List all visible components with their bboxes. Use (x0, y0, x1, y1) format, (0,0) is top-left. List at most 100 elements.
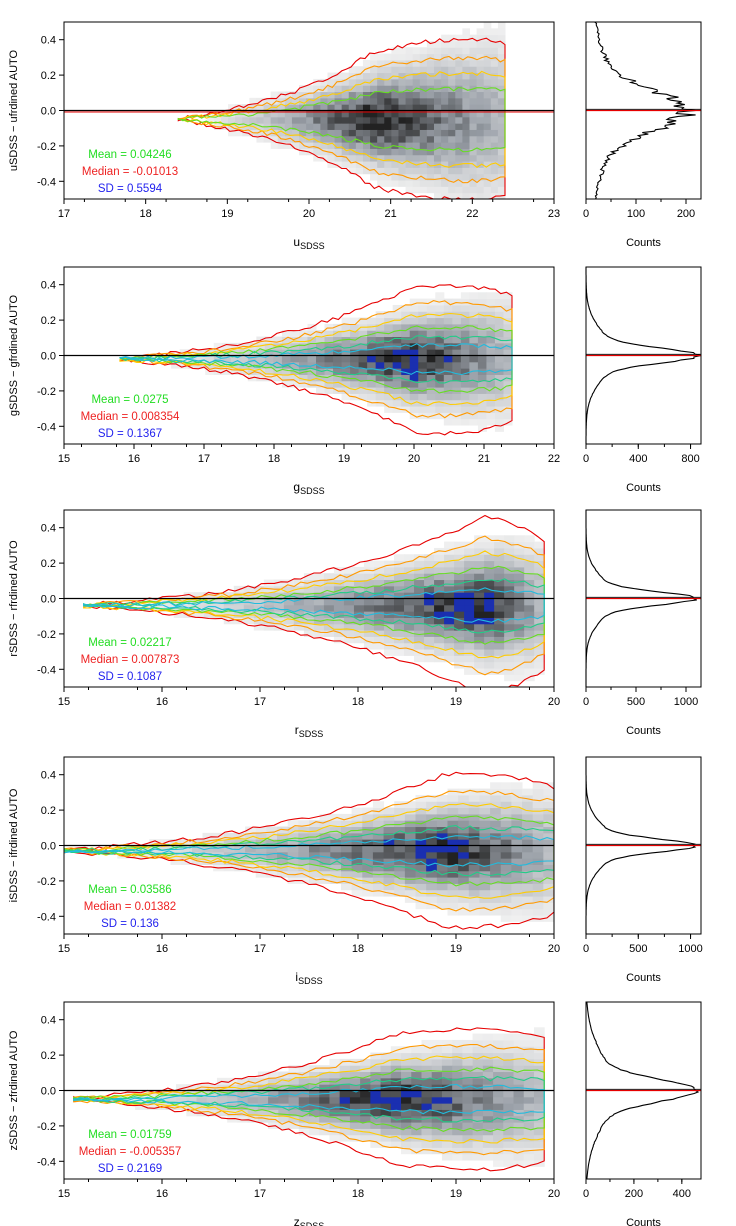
density-cell (138, 851, 150, 859)
density-cell (339, 1058, 351, 1066)
density-cell (380, 1128, 392, 1136)
density-cell (320, 110, 328, 118)
density-cell (474, 547, 485, 555)
density-cell (493, 1109, 504, 1117)
density-cell (493, 1115, 504, 1123)
density-cell (278, 1122, 290, 1129)
density-cell (339, 1065, 351, 1073)
density-cell (490, 845, 502, 853)
density-cell (462, 1071, 474, 1079)
density-cell (243, 604, 255, 612)
density-cell (462, 1084, 474, 1091)
density-cell (448, 53, 456, 61)
density-cell (532, 851, 544, 859)
density-cell (375, 380, 385, 388)
density-cell (514, 636, 525, 644)
density-cell (401, 1052, 412, 1060)
density-cell (323, 598, 335, 606)
density-cell (523, 1109, 535, 1117)
density-cell (327, 110, 336, 118)
density-cell (341, 317, 351, 325)
x-tick-label: 23 (548, 208, 560, 220)
density-cell (319, 826, 331, 834)
density-cell (534, 547, 545, 555)
density-cell (448, 66, 456, 74)
density-cell (377, 78, 385, 86)
density-cell (447, 908, 459, 916)
density-cell (434, 585, 445, 593)
density-cell (477, 330, 487, 338)
density-cell (441, 97, 449, 105)
density-cell (404, 883, 417, 891)
density-cell (266, 870, 278, 878)
density-cell (532, 820, 544, 828)
density-cell (441, 40, 449, 48)
density-cell (370, 1122, 382, 1129)
density-cell (469, 173, 478, 181)
density-cell (448, 104, 456, 111)
density-cell (441, 167, 449, 175)
density-cell (383, 585, 395, 593)
stat-sd: SD = 0.5594 (98, 183, 163, 195)
density-cell (414, 592, 425, 599)
density-cell (233, 592, 245, 599)
density-cell (469, 330, 479, 338)
density-cell (452, 1141, 463, 1148)
density-cell (333, 611, 345, 618)
density-cell (213, 839, 225, 846)
density-cell (482, 1046, 494, 1054)
density-cell (281, 330, 291, 338)
density-cell (497, 97, 506, 105)
density-cell (193, 611, 205, 618)
density-cell (524, 604, 535, 612)
density-cell (372, 883, 385, 891)
density-cell (426, 349, 436, 356)
density-cell (404, 820, 417, 828)
density-cell (424, 585, 435, 593)
density-cell (454, 579, 465, 587)
density-cell (532, 889, 544, 897)
density-cell (228, 129, 236, 137)
density-cell (341, 361, 351, 369)
density-cell (391, 59, 399, 67)
y-tick-label: 0.4 (41, 35, 56, 47)
density-cell (484, 554, 495, 562)
density-cell (411, 1052, 422, 1060)
density-cell (398, 110, 407, 118)
density-cell (284, 110, 293, 118)
density-cell (511, 889, 523, 897)
x-tick-label: 15 (58, 943, 70, 955)
density-cell (412, 173, 421, 181)
density-cell (298, 368, 308, 375)
density-cell (514, 668, 525, 675)
density-cell (468, 839, 480, 846)
density-cell (370, 148, 378, 156)
density-cell (256, 355, 266, 363)
density-cell (291, 129, 300, 137)
density-cell (462, 104, 470, 111)
density-cell (291, 142, 300, 149)
density-cell (482, 1115, 494, 1123)
density-cell (482, 1134, 494, 1142)
density-cell (313, 623, 325, 631)
density-cell (441, 1103, 453, 1110)
density-cell (452, 1058, 463, 1066)
density-cell (412, 110, 421, 118)
density-cell (415, 877, 427, 884)
density-cell (341, 380, 351, 388)
density-cell (455, 116, 463, 124)
density-cell (462, 186, 470, 194)
density-cell (494, 611, 505, 618)
x-tick-label: 15 (58, 696, 70, 708)
density-cell (431, 1122, 443, 1129)
density-cell (277, 129, 286, 137)
hist-x-tick-label: 0 (583, 943, 589, 955)
density-cell (291, 116, 300, 124)
density-cell (298, 877, 310, 884)
density-cell (242, 110, 250, 118)
density-cell (455, 154, 463, 162)
density-cell (367, 368, 377, 375)
density-cell (494, 330, 504, 338)
density-cell (493, 1052, 504, 1060)
